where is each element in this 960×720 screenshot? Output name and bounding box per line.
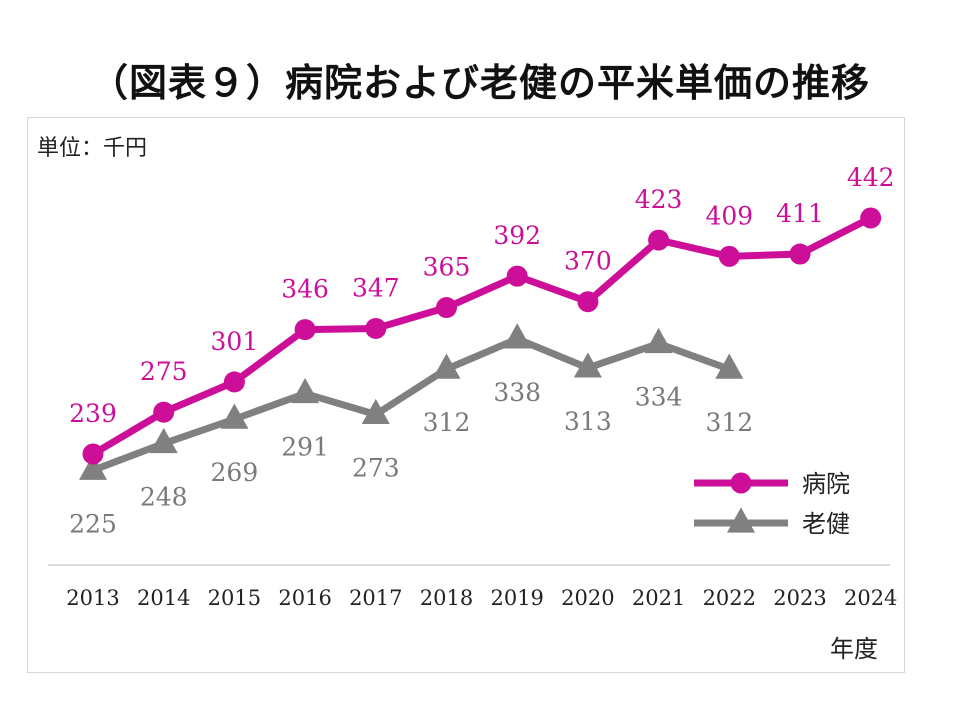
x-tick-2017: 2017 <box>349 586 402 610</box>
point-hospital-2020 <box>577 291 599 313</box>
x-tick-2018: 2018 <box>420 586 473 610</box>
data-label-hospital-2015: 301 <box>211 327 259 356</box>
data-label-hospital-2019: 392 <box>493 221 541 250</box>
x-tick-2019: 2019 <box>490 586 543 610</box>
data-label-rouken-2014: 248 <box>140 483 188 512</box>
point-rouken-2015 <box>220 403 249 429</box>
x-tick-2014: 2014 <box>137 586 190 610</box>
x-axis-label: 年度 <box>830 635 878 663</box>
legend-marker-hospital <box>730 472 752 494</box>
data-label-rouken-2021: 334 <box>635 383 683 412</box>
x-tick-2021: 2021 <box>632 586 685 610</box>
point-rouken-2020 <box>573 352 602 378</box>
point-hospital-2014 <box>153 401 175 423</box>
data-label-hospital-2022: 409 <box>705 201 753 230</box>
point-hospital-2013 <box>82 443 104 465</box>
series-layer <box>79 207 882 480</box>
x-tick-2024: 2024 <box>844 586 897 610</box>
legend-label-rouken: 老健 <box>802 510 850 538</box>
data-label-hospital-2017: 347 <box>352 273 400 302</box>
x-tick-2013: 2013 <box>66 586 119 610</box>
point-hospital-2015 <box>223 371 245 393</box>
point-rouken-2021 <box>644 327 673 354</box>
data-label-rouken-2015: 269 <box>211 458 259 487</box>
point-hospital-2016 <box>294 319 316 341</box>
point-rouken-2019 <box>503 323 532 349</box>
legend-label-hospital: 病院 <box>802 470 850 498</box>
data-label-rouken-2019: 338 <box>493 378 541 407</box>
unit-label: 単位：千円 <box>37 136 147 161</box>
data-label-rouken-2013: 225 <box>69 509 117 538</box>
legend-marker-rouken <box>727 507 755 533</box>
point-rouken-2018 <box>432 353 461 379</box>
x-tick-2016: 2016 <box>278 586 331 610</box>
data-label-rouken-2018: 312 <box>423 408 471 437</box>
point-hospital-2021 <box>648 229 670 251</box>
point-rouken-2022 <box>715 353 744 379</box>
data-label-rouken-2017: 273 <box>352 453 400 482</box>
point-hospital-2024 <box>860 207 882 229</box>
data-label-hospital-2024: 442 <box>847 163 895 192</box>
data-label-hospital-2018: 365 <box>423 253 471 282</box>
x-tick-2015: 2015 <box>208 586 261 610</box>
point-rouken-2017 <box>361 398 390 425</box>
point-rouken-2014 <box>149 427 178 454</box>
data-label-hospital-2016: 346 <box>281 275 329 304</box>
data-label-hospital-2013: 239 <box>69 399 117 428</box>
data-label-hospital-2020: 370 <box>564 247 612 276</box>
point-rouken-2016 <box>291 377 320 404</box>
series-line-rouken <box>89 335 733 474</box>
chart-panel <box>27 117 905 673</box>
point-rouken-2013 <box>79 454 107 480</box>
x-tick-2020: 2020 <box>561 586 614 610</box>
data-label-rouken-2016: 291 <box>281 433 329 462</box>
x-tick-2022: 2022 <box>703 586 756 610</box>
point-hospital-2022 <box>718 245 740 267</box>
point-hospital-2017 <box>365 317 387 339</box>
point-hospital-2018 <box>436 297 457 319</box>
point-hospital-2019 <box>506 265 528 287</box>
x-tick-labels: 2013 2014 2015 2016 2017 2018 2019 2020 2021 2022… <box>66 586 897 610</box>
data-label-rouken-2020: 313 <box>564 407 612 436</box>
point-hospital-2023 <box>789 243 811 265</box>
x-tick-2023: 2023 <box>773 586 826 610</box>
data-label-hospital-2021: 423 <box>635 185 683 214</box>
data-label-hospital-2014: 275 <box>140 357 188 386</box>
data-label-hospital-2023: 411 <box>776 199 824 228</box>
chart-title: （図表９）病院および老健の平米単価の推移 <box>89 61 870 105</box>
data-label-rouken-2022: 312 <box>705 408 753 437</box>
data-labels: 225 248 269 291 273 312 338 313 334 312 239 275 301 3… <box>69 163 894 538</box>
series-line-hospital <box>89 214 875 458</box>
